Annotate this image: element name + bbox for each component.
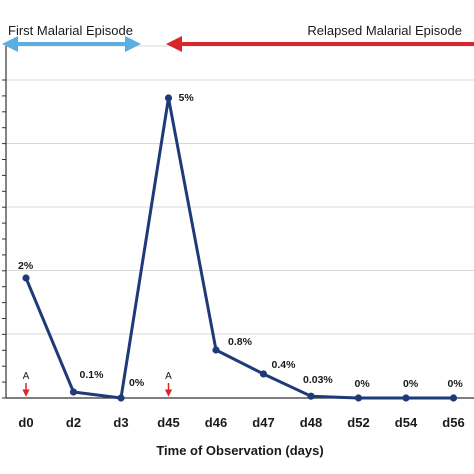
data-point xyxy=(69,388,78,396)
data-label: 0.03% xyxy=(303,374,333,386)
data-label: 0.8% xyxy=(228,336,253,348)
data-point xyxy=(164,94,173,102)
x-tick-label: d56 xyxy=(442,415,464,430)
data-point xyxy=(354,394,363,402)
x-tick-label: d46 xyxy=(205,415,227,430)
x-tick-label: d52 xyxy=(347,415,369,430)
data-label: 0% xyxy=(355,378,371,390)
x-tick-label: d2 xyxy=(66,415,81,430)
data-label: 0% xyxy=(129,377,145,389)
x-tick-label: d47 xyxy=(252,415,274,430)
x-axis-title: Time of Observation (days) xyxy=(156,443,323,458)
data-point xyxy=(212,346,220,354)
data-point xyxy=(402,394,410,402)
data-label: 0.4% xyxy=(272,359,297,371)
y-axis xyxy=(2,46,7,399)
data-label: 2% xyxy=(18,260,34,272)
x-tick-label: d45 xyxy=(157,415,179,430)
first-episode-label: First Malarial Episode xyxy=(8,23,133,38)
relapsed-episode-label: Relapsed Malarial Episode xyxy=(307,23,462,38)
data-label: 0% xyxy=(403,378,419,390)
gridlines xyxy=(6,45,474,335)
treatment-marker-label: A xyxy=(23,371,30,382)
x-tick-label: d48 xyxy=(300,415,322,430)
x-tick-label: d3 xyxy=(113,415,128,430)
data-point xyxy=(259,370,268,378)
data-label: 0% xyxy=(448,378,464,390)
data-point xyxy=(449,394,458,402)
data-label: 5% xyxy=(179,92,195,104)
data-label: 0.1% xyxy=(80,369,105,381)
data-point xyxy=(307,392,315,400)
episode-banner: First Malarial Episode Relapsed Malarial… xyxy=(2,23,474,52)
x-tick-label: d54 xyxy=(395,415,418,430)
data-series: 2% 0.1% 0% 5% 0.8% 0.4% 0.03% 0% 0% 0% xyxy=(18,92,463,402)
x-tick-label: d0 xyxy=(18,415,33,430)
tick-labels: d0 d2 d3 d45 d46 d47 d48 d52 d54 d56 xyxy=(18,415,464,430)
series-line xyxy=(24,96,454,400)
data-point xyxy=(117,394,125,402)
treatment-marker-label: A xyxy=(165,371,172,382)
data-point xyxy=(22,274,30,282)
